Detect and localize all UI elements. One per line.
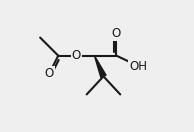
Text: O: O — [45, 67, 54, 80]
Text: OH: OH — [129, 60, 147, 72]
Polygon shape — [94, 56, 106, 77]
Text: O: O — [72, 49, 81, 62]
Text: O: O — [112, 27, 121, 40]
